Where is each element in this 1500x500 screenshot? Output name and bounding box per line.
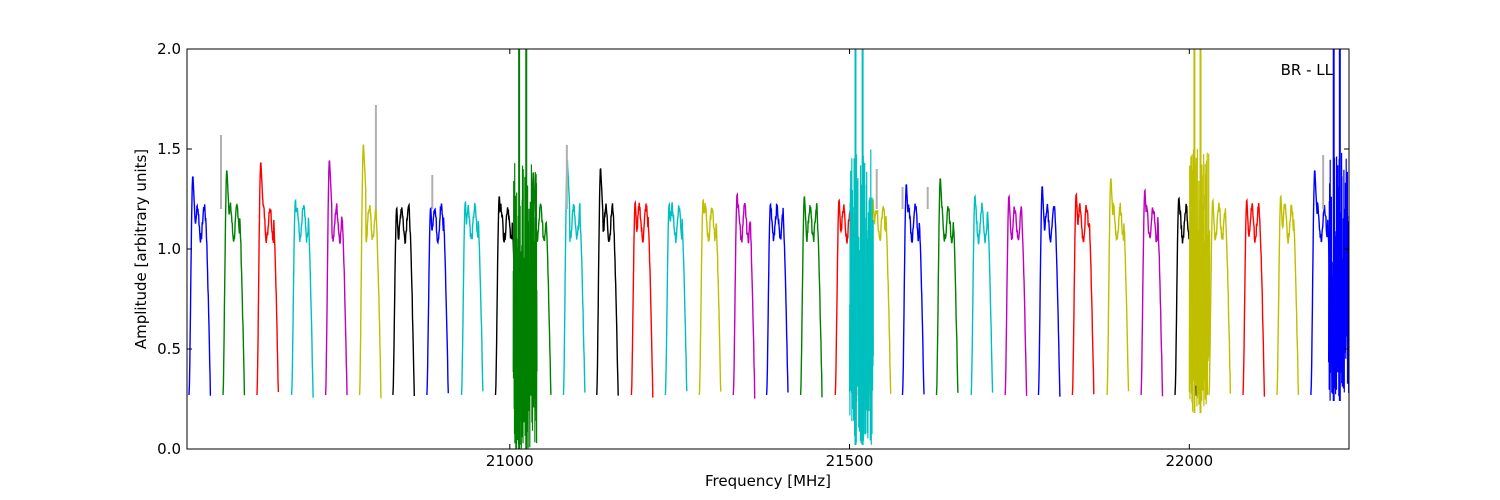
channel-series-line: [528, 172, 552, 396]
rfi-noise-line: [1327, 152, 1349, 401]
channel-series-line: [868, 198, 892, 396]
axes: 21000 21500 22000 0.0 0.5 1.0 1.5 2.0: [157, 40, 1350, 470]
y-tick-label: 1.5: [157, 140, 181, 158]
channel-series-line: [799, 196, 823, 398]
channel-series-line: [1004, 194, 1028, 396]
channel-series-line: [324, 160, 348, 396]
channel-series-line: [1106, 178, 1130, 396]
channel-series-line: [765, 202, 789, 396]
y-tick-label: 1.0: [157, 240, 181, 258]
channel-series-line: [1276, 194, 1300, 396]
rfi-noise-line: [848, 149, 874, 445]
channel-series-line: [460, 200, 484, 396]
channel-series-line: [1140, 188, 1164, 397]
channel-series-line: [698, 198, 722, 396]
channel-series-line: [1071, 192, 1095, 396]
channel-series-line: [392, 202, 415, 397]
channel-series-line: [426, 203, 449, 396]
channel-series-line: [664, 201, 688, 396]
channel-series-line: [290, 198, 314, 398]
channel-series-line: [596, 168, 619, 396]
chart-annotation: BR - LL: [1281, 61, 1334, 79]
channel-series-line: [222, 170, 246, 396]
channel-series-line: [358, 144, 382, 399]
channel-series-line: [188, 176, 212, 396]
channel-series-line: [256, 162, 280, 396]
y-axis-label: Amplitude [arbitrary units]: [132, 149, 150, 349]
y-tick-label: 0.0: [157, 440, 181, 458]
channel-series-line: [1208, 197, 1232, 396]
x-tick-label: 21000: [486, 452, 534, 470]
rfi-noise-line: [1188, 149, 1211, 412]
y-tick-label: 0.5: [157, 340, 181, 358]
channel-series-line: [901, 184, 925, 396]
x-tick-label: 21500: [826, 452, 874, 470]
rfi-noise-line: [512, 163, 538, 449]
x-tick-label: 22000: [1165, 452, 1213, 470]
channel-series-line: [1037, 186, 1061, 397]
channel-series-line: [1242, 197, 1266, 397]
channel-series-line: [732, 192, 756, 399]
chart-marks: [188, 49, 1349, 449]
x-axis-label: Frequency [MHz]: [705, 472, 831, 490]
channel-series-line: [935, 178, 959, 396]
channel-series-line: [970, 194, 994, 396]
y-tick-label: 2.0: [157, 40, 181, 58]
channel-series-line: [630, 199, 654, 398]
